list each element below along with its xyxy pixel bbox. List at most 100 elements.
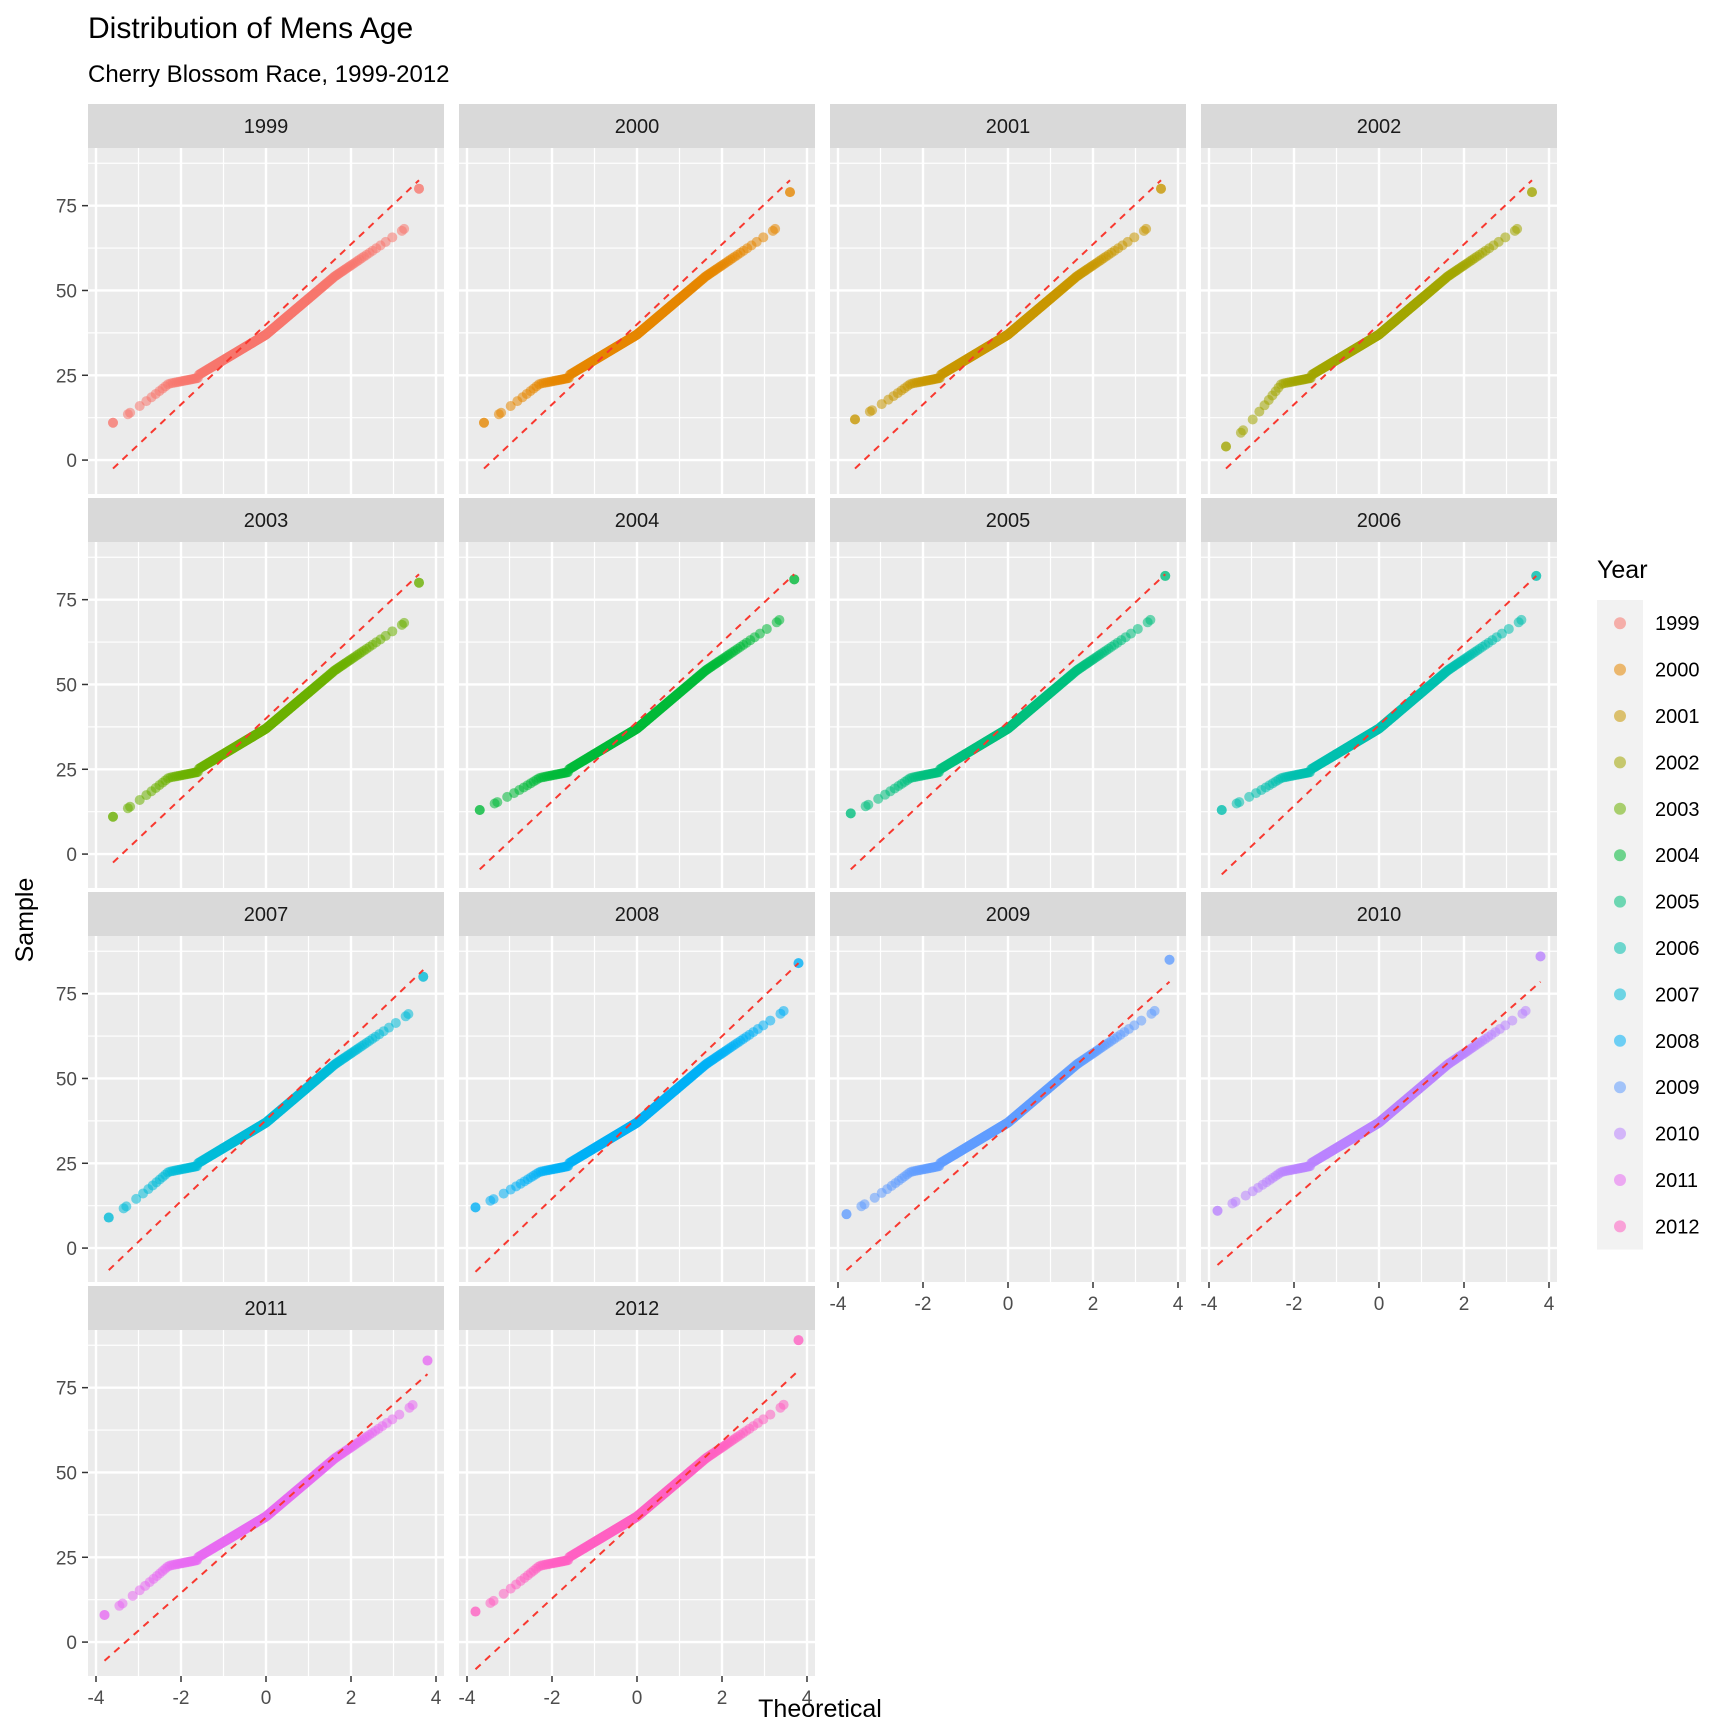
facet-label: 2007 xyxy=(244,904,289,926)
y-tick-label: 25 xyxy=(56,760,77,781)
x-tick-label: 2 xyxy=(346,1688,357,1709)
facet-label: 2012 xyxy=(615,1298,660,1320)
x-tick-label: -4 xyxy=(459,1688,476,1709)
facet-strip xyxy=(88,498,444,542)
x-tick-label: 0 xyxy=(632,1688,643,1709)
facet-label: 2005 xyxy=(986,510,1031,532)
facet-strip xyxy=(1201,104,1557,148)
legend-label: 2005 xyxy=(1655,892,1700,914)
y-tick-label: 50 xyxy=(56,1069,77,1090)
reference-line xyxy=(112,179,420,470)
x-tick-label: -4 xyxy=(830,1294,847,1315)
legend-label: 1999 xyxy=(1655,613,1700,635)
data-point xyxy=(860,801,871,812)
x-axis-title: Theoretical xyxy=(758,1695,882,1723)
data-point xyxy=(1136,1015,1147,1026)
legend-key xyxy=(1614,663,1626,676)
y-tick-label: 25 xyxy=(56,1154,77,1175)
data-point xyxy=(414,577,424,588)
legend-label: 2001 xyxy=(1655,706,1700,728)
y-tick-label: 50 xyxy=(56,1463,77,1484)
y-tick-label: 0 xyxy=(66,451,77,472)
facet-panel-1999: 1999 0 25 50 75 xyxy=(56,104,444,494)
legend-label: 2006 xyxy=(1655,938,1700,960)
legend-key xyxy=(1614,617,1626,630)
x-tick-label: 4 xyxy=(1173,1294,1184,1315)
facet-label: 1999 xyxy=(244,116,289,138)
facet-panel-2007: 2007 0 25 50 75 xyxy=(56,892,444,1282)
facet-panel-2004: 2004 xyxy=(459,498,815,888)
chart-subtitle: Cherry Blossom Race, 1999-2012 xyxy=(88,61,450,88)
data-point xyxy=(856,1201,867,1212)
chart-title: Distribution of Mens Age xyxy=(88,12,413,45)
y-tick-label: 0 xyxy=(66,845,77,866)
x-tick-label: -4 xyxy=(88,1688,105,1709)
facet-label: 2002 xyxy=(1357,116,1402,138)
legend-key xyxy=(1614,710,1626,722)
data-point xyxy=(1507,1015,1518,1026)
legend-key xyxy=(1614,756,1626,769)
data-point xyxy=(761,623,772,634)
data-point xyxy=(765,1409,776,1420)
legend-key xyxy=(1614,1034,1626,1047)
facet-strip xyxy=(459,104,815,148)
data-point xyxy=(474,804,485,815)
x-tick-label: 0 xyxy=(1003,1294,1014,1315)
data-point xyxy=(479,417,489,428)
legend-title: Year xyxy=(1597,556,1648,584)
data-point xyxy=(778,1005,789,1016)
data-point xyxy=(387,626,398,637)
y-tick-label: 50 xyxy=(56,675,77,696)
y-tick-label: 0 xyxy=(66,1633,77,1654)
x-tick-label: -2 xyxy=(544,1688,561,1709)
data-point xyxy=(774,614,785,625)
data-point xyxy=(1149,1005,1160,1016)
legend-key xyxy=(1614,1081,1626,1094)
facet-strip xyxy=(88,104,444,148)
facet-label: 2006 xyxy=(1357,510,1402,532)
data-point xyxy=(1132,623,1143,634)
x-tick-label: -2 xyxy=(1286,1294,1303,1315)
data-point xyxy=(785,187,795,198)
data-point xyxy=(1535,951,1546,962)
data-point xyxy=(422,1355,433,1366)
facet-label: 2001 xyxy=(986,116,1031,138)
data-point xyxy=(122,803,133,814)
data-point xyxy=(1212,1205,1223,1216)
x-tick-label: -2 xyxy=(915,1294,932,1315)
x-tick-label: 4 xyxy=(1544,1294,1555,1315)
y-tick-label: 50 xyxy=(56,281,77,302)
x-tick-label: 2 xyxy=(717,1688,728,1709)
data-point xyxy=(1520,1005,1531,1016)
data-point xyxy=(758,232,769,243)
data-point xyxy=(118,1203,129,1214)
data-point xyxy=(387,232,398,243)
y-tick-label: 25 xyxy=(56,366,77,387)
legend-key xyxy=(1614,942,1626,954)
facet-panel-2001: 2001 xyxy=(830,104,1186,494)
data-point xyxy=(1216,804,1227,815)
x-tick-label: 0 xyxy=(261,1688,272,1709)
reference-line xyxy=(112,573,420,864)
data-point xyxy=(1235,427,1246,438)
data-point xyxy=(489,798,500,809)
legend-label: 2011 xyxy=(1655,1170,1698,1192)
facet-label: 2004 xyxy=(615,510,660,532)
reference-line xyxy=(1225,179,1533,470)
data-point xyxy=(1503,623,1514,634)
facet-panel-2002: 2002 xyxy=(1201,104,1557,494)
data-point xyxy=(1160,570,1171,581)
data-point xyxy=(1141,223,1152,234)
x-tick-label: -2 xyxy=(173,1688,190,1709)
data-point xyxy=(114,1600,125,1611)
data-point xyxy=(1156,183,1166,194)
y-tick-label: 25 xyxy=(56,1548,77,1569)
data-point xyxy=(103,1212,114,1223)
data-point xyxy=(1221,441,1231,452)
legend-label: 2003 xyxy=(1655,799,1700,821)
data-point xyxy=(485,1598,496,1609)
y-tick-label: 0 xyxy=(66,1239,77,1260)
facet-panel-2000: 2000 xyxy=(459,104,815,494)
y-axis-title: Sample xyxy=(11,878,39,963)
data-point xyxy=(1231,798,1242,809)
